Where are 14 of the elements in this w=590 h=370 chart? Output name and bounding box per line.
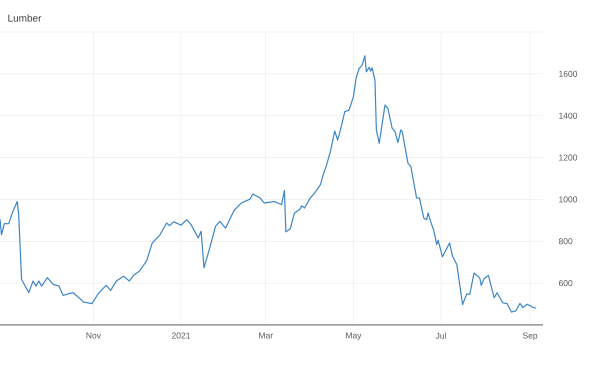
- y-tick-label: 1200: [559, 154, 578, 161]
- chart-title: Lumber: [8, 14, 42, 22]
- x-tick-label: 2021: [172, 332, 190, 339]
- x-tick-label: Mar: [259, 332, 273, 338]
- x-tick-label: Sep: [522, 332, 538, 340]
- x-tick-label: Jul: [436, 332, 446, 339]
- line-series: [0, 55, 536, 313]
- y-tick-label: 1600: [559, 70, 578, 77]
- y-tick-label: 800: [558, 238, 572, 244]
- y-tick-label: 600: [558, 280, 572, 286]
- x-tick-label: May: [346, 332, 362, 340]
- y-tick-label: 1400: [559, 112, 578, 119]
- y-tick-label: 1000: [559, 196, 578, 202]
- x-tick-label: Nov: [86, 332, 101, 338]
